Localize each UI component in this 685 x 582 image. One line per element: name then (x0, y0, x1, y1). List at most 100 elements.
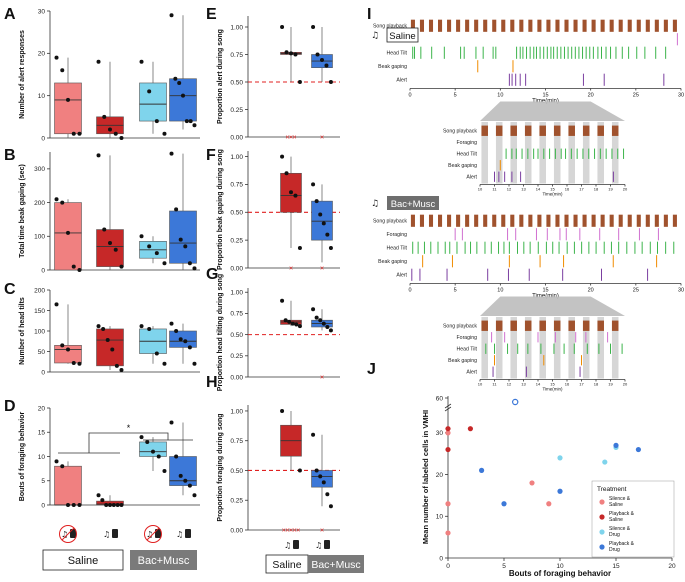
time-tick-label: 12 (507, 382, 512, 387)
data-point (151, 449, 155, 454)
row-label: Alert (466, 175, 477, 181)
excluded-marker: × (320, 528, 324, 535)
data-point (147, 244, 152, 249)
y-tick-label: 1.00 (230, 24, 243, 31)
panel-label-e: E (206, 6, 217, 23)
legend-swatch (599, 529, 605, 535)
drug-group-box (130, 550, 197, 570)
boxplot-e: 0.00 0.25 0.50 0.75 1.00 Proportion alert dur… (217, 16, 340, 142)
note-speaker-icon: ♫ (371, 31, 379, 41)
note-speaker-icon: ♫ (284, 540, 299, 550)
data-point (77, 268, 82, 272)
box-body (96, 328, 124, 367)
y-tick-label: 100 (34, 234, 45, 241)
y-tick-label: 10 (38, 454, 46, 461)
box-body (169, 210, 197, 264)
song-playback-mark (528, 214, 533, 227)
speaker-icon (324, 540, 330, 549)
drug-group-label-2: Bac+Musc (311, 559, 360, 571)
song-playback-mark (428, 214, 434, 227)
data-point (114, 363, 119, 368)
music-note-icon: ♫ (315, 541, 322, 550)
panel-label-g: G (206, 266, 218, 283)
song-playback-mark (582, 19, 587, 32)
data-point (557, 488, 563, 494)
excluded-marker: × (285, 528, 289, 535)
data-point (111, 503, 116, 507)
song-playback-mark (627, 214, 632, 227)
data-point (284, 50, 289, 55)
box-playback-drug (169, 420, 197, 498)
data-point (283, 318, 288, 323)
y-tick-label: 300 (34, 166, 45, 173)
music-note-icon: ♫ (103, 530, 110, 539)
song-playback-mark (537, 214, 542, 227)
legend-label: Drug (609, 532, 620, 538)
data-point (297, 468, 302, 473)
song-playback-mark (510, 125, 517, 136)
song-playback-mark (591, 19, 596, 32)
row-label: Beak gaping (448, 358, 477, 364)
data-point (54, 302, 59, 307)
song-playback-mark (564, 19, 569, 32)
row-label: Song playback (373, 219, 407, 225)
song-period-band (553, 317, 561, 379)
data-point (147, 326, 152, 331)
y-tick-label: 0.50 (230, 79, 243, 86)
row-label: Beak gaping (448, 163, 477, 169)
box-playback-saline (96, 59, 124, 140)
y-axis-title: Proportion alert during song (217, 29, 224, 124)
timeline-panels: Song playback Foraging Head Tilt Beak gapin… (373, 19, 684, 392)
data-point (173, 76, 178, 81)
data-point (318, 212, 323, 217)
row-label: Foraging (457, 335, 478, 341)
song-playback-mark (597, 320, 604, 331)
data-point (445, 446, 451, 453)
song-playback-mark (539, 125, 546, 136)
song-playback-mark (597, 125, 604, 136)
data-point (467, 426, 473, 432)
y-tick-label: 50 (38, 349, 46, 356)
data-point (318, 474, 323, 479)
song-playback-mark (618, 214, 623, 227)
panel-label-i: I (367, 6, 371, 23)
data-point (280, 154, 285, 159)
song-playback-mark (465, 19, 470, 32)
data-point (115, 503, 120, 507)
box-playback-saline (96, 324, 124, 372)
data-point (284, 171, 289, 176)
data-point (183, 339, 188, 344)
time-axis-title: Time(min) (542, 387, 563, 392)
x-tick-label: 0 (446, 563, 450, 570)
song-playback-mark (539, 320, 546, 331)
box-playback-saline (96, 153, 124, 270)
song-playback-mark (663, 214, 668, 227)
box-playback-drug: × (311, 25, 333, 142)
time-tick-label: 15 (550, 187, 555, 192)
data-point (162, 469, 167, 474)
song-period-band (597, 317, 604, 379)
data-point (169, 13, 174, 18)
song-period-band (539, 122, 546, 184)
song-playback-mark (456, 214, 461, 227)
panel-label-j: J (367, 361, 376, 378)
data-point (314, 315, 319, 320)
crossed-note-speaker-icon: ♫ (144, 525, 162, 543)
data-point (54, 55, 59, 60)
legend-title: Treatment (597, 486, 627, 493)
time-tick-label: 16 (565, 187, 570, 192)
data-point (60, 68, 65, 73)
box-playback-drug (169, 13, 197, 130)
legend-label: Saline (609, 502, 623, 508)
box-body (311, 470, 333, 488)
y-tick-label: 0.75 (230, 182, 243, 189)
song-playback-mark (636, 214, 641, 227)
data-point (101, 326, 106, 331)
boxplot-h: 0.00 0.25 0.50 0.75 1.00 Proportion foraging … (217, 405, 340, 535)
box-body (54, 202, 82, 271)
data-point (154, 251, 159, 256)
data-point (102, 114, 107, 119)
data-point (100, 498, 105, 503)
time-tick-label: 16 (565, 382, 570, 387)
